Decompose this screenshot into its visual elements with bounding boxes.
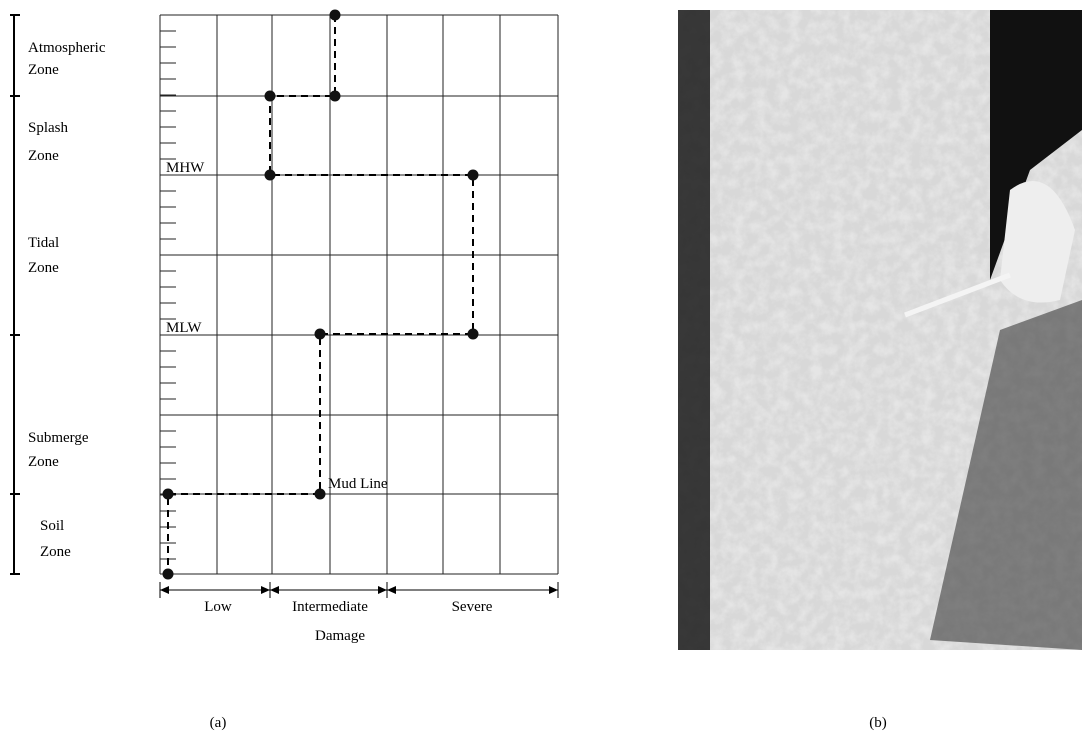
- damage-category: Low: [204, 599, 232, 615]
- damage-point: [315, 329, 326, 340]
- level-label: MHW: [166, 160, 205, 176]
- zone-label: Zone: [28, 454, 59, 470]
- axis-title: Damage: [315, 628, 365, 644]
- damage-point: [468, 329, 479, 340]
- zone-label: Zone: [28, 148, 59, 164]
- damage-category: Intermediate: [292, 599, 368, 615]
- zone-label: Zone: [40, 544, 71, 560]
- damage-point: [265, 170, 276, 181]
- axis-arrow: [378, 586, 387, 594]
- axis-arrow: [549, 586, 558, 594]
- axis-arrow: [160, 586, 169, 594]
- zone-label: Zone: [28, 62, 59, 78]
- axis-arrow: [261, 586, 270, 594]
- damage-point: [163, 489, 174, 500]
- level-label: MLW: [166, 320, 202, 336]
- damage-point: [265, 91, 276, 102]
- damage-category: Severe: [452, 599, 493, 615]
- panel-label: (a): [210, 715, 227, 731]
- zone-label: Soil: [40, 518, 64, 534]
- damage-point: [315, 489, 326, 500]
- zone-label: Submerge: [28, 430, 89, 446]
- damage-diagram: Atmospheric Zone Splash Zone Tidal Zone Submer…: [10, 10, 558, 645]
- damage-point: [163, 569, 174, 580]
- panel-label: (b): [869, 715, 887, 731]
- axis-arrow: [270, 586, 279, 594]
- axis-arrow: [387, 586, 396, 594]
- zone-label: Atmospheric: [28, 40, 106, 56]
- level-label: Mud Line: [328, 476, 388, 492]
- figure: Atmospheric Zone Splash Zone Tidal Zone Submer…: [0, 0, 1082, 739]
- zone-label: Splash: [28, 120, 69, 136]
- damage-point: [330, 91, 341, 102]
- zone-label: Zone: [28, 260, 59, 276]
- photo: [678, 10, 1082, 650]
- damage-point: [330, 10, 341, 21]
- zone-label: Tidal: [28, 235, 59, 251]
- damage-point: [468, 170, 479, 181]
